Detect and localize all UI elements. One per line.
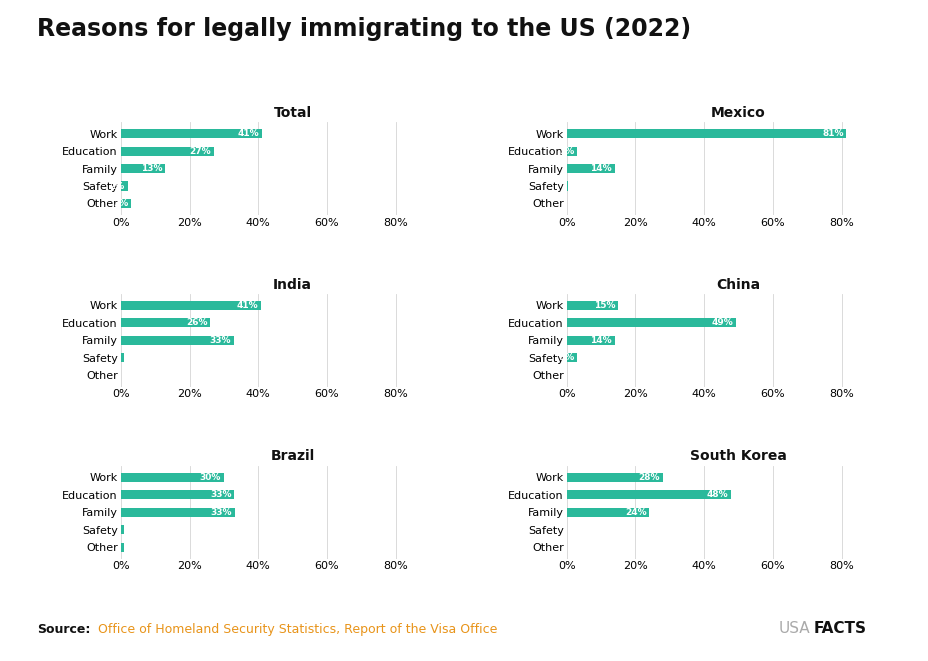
- Text: 2%: 2%: [110, 182, 124, 190]
- Title: Brazil: Brazil: [270, 449, 315, 463]
- Title: China: China: [715, 278, 760, 292]
- Text: 3%: 3%: [559, 354, 574, 362]
- Title: South Korea: South Korea: [690, 449, 786, 463]
- Bar: [121, 129, 262, 138]
- Bar: [566, 147, 576, 155]
- Text: 14%: 14%: [590, 164, 612, 173]
- Title: India: India: [273, 278, 312, 292]
- Bar: [121, 319, 210, 327]
- Text: 15%: 15%: [593, 301, 615, 310]
- Bar: [566, 473, 663, 482]
- Bar: [121, 543, 124, 552]
- Text: 48%: 48%: [706, 490, 728, 499]
- Text: 13%: 13%: [141, 164, 162, 173]
- Text: 49%: 49%: [711, 319, 733, 327]
- Bar: [121, 164, 165, 173]
- Bar: [121, 301, 261, 310]
- Title: Total: Total: [273, 106, 312, 120]
- Bar: [121, 182, 127, 190]
- Bar: [121, 199, 131, 208]
- Bar: [121, 354, 124, 362]
- Bar: [566, 508, 649, 517]
- Text: 41%: 41%: [237, 129, 259, 138]
- Text: Office of Homeland Security Statistics, Report of the Visa Office: Office of Homeland Security Statistics, …: [97, 623, 496, 636]
- Bar: [121, 473, 224, 482]
- Text: 28%: 28%: [638, 473, 660, 482]
- Text: FACTS: FACTS: [813, 621, 866, 636]
- Bar: [566, 164, 614, 173]
- Bar: [566, 336, 614, 345]
- Bar: [566, 354, 576, 362]
- Text: 33%: 33%: [210, 508, 232, 517]
- Text: 81%: 81%: [821, 129, 843, 138]
- Text: 3%: 3%: [113, 199, 128, 208]
- Text: 26%: 26%: [186, 319, 207, 327]
- Text: 14%: 14%: [590, 336, 612, 345]
- Text: 30%: 30%: [200, 473, 221, 482]
- Bar: [121, 525, 124, 534]
- Text: 33%: 33%: [210, 490, 231, 499]
- Text: 27%: 27%: [189, 147, 211, 155]
- Text: 41%: 41%: [237, 301, 258, 310]
- Title: Mexico: Mexico: [711, 106, 765, 120]
- Bar: [121, 147, 213, 155]
- Text: Source:: Source:: [37, 623, 90, 636]
- Bar: [566, 182, 568, 190]
- Text: 3%: 3%: [559, 147, 574, 155]
- Bar: [566, 129, 845, 138]
- Text: 33%: 33%: [210, 336, 231, 345]
- Bar: [121, 490, 234, 499]
- Text: Reasons for legally immigrating to the US (2022): Reasons for legally immigrating to the U…: [37, 17, 690, 40]
- Text: 24%: 24%: [625, 508, 646, 517]
- Bar: [566, 301, 618, 310]
- Bar: [566, 490, 730, 499]
- Bar: [566, 319, 736, 327]
- Bar: [121, 508, 234, 517]
- Text: USA: USA: [778, 621, 809, 636]
- Bar: [121, 336, 234, 345]
